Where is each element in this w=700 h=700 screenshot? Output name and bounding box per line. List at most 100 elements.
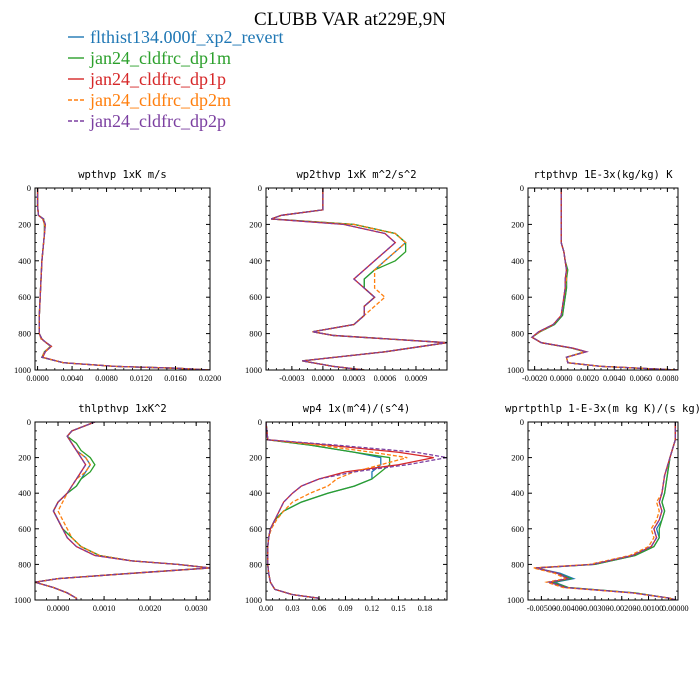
series-line-3 (530, 188, 678, 370)
x-tick-label: 0.0060 (630, 374, 653, 383)
panel-series-group (35, 422, 210, 600)
panel-series-group (36, 188, 210, 370)
panel-frame (527, 421, 679, 601)
x-tick-label: 0.12 (365, 604, 379, 613)
x-tick-label: -0.00500 (527, 604, 556, 613)
y-tick-label: 400 (249, 256, 262, 266)
y-tick-label: 0 (520, 417, 524, 427)
y-tick-label: 600 (18, 524, 31, 534)
y-tick-label: 200 (18, 453, 31, 463)
panel-frame (34, 187, 211, 371)
x-tick-label: 0.00 (259, 604, 273, 613)
panel-series-group (270, 188, 447, 370)
panel-frame (34, 421, 211, 601)
series-line-5 (35, 422, 210, 600)
x-tick-label: 0.09 (338, 604, 352, 613)
x-tick-label: -0.00100 (634, 604, 663, 613)
series-line-1 (36, 188, 210, 370)
y-tick-label: 800 (249, 329, 262, 339)
x-tick-label: -0.0020 (522, 374, 547, 383)
series-line-3 (270, 188, 447, 370)
panel-series-group (266, 422, 447, 600)
x-tick-label: 0.0010 (93, 604, 116, 613)
legend-entry: jan24_cldfrc_dp2p (89, 111, 226, 131)
panel-6: wprtpthlp 1-E-3x(m kg K)/(s kg) 0 200 400 60… (505, 403, 700, 613)
x-tick-label: 0.0080 (95, 374, 118, 383)
series-line-5 (530, 188, 678, 370)
x-tick-label: 0.0040 (61, 374, 84, 383)
y-tick-label: 0 (27, 183, 31, 193)
series-line-2 (530, 188, 678, 370)
x-tick-label: 0.00000 (662, 604, 689, 613)
series-line-1 (35, 422, 210, 600)
y-tick-label: 400 (511, 488, 524, 498)
legend-entry: jan24_cldfrc_dp2m (89, 90, 231, 110)
legend: flthist134.000f_xp2_revertjan24_cldfrc_d… (68, 27, 283, 131)
y-tick-label: 400 (18, 488, 31, 498)
y-tick-label: 400 (18, 256, 31, 266)
panel-frame (265, 421, 448, 601)
y-tick-label: 200 (249, 219, 262, 229)
x-tick-label: 0.0000 (312, 374, 335, 383)
y-tick-label: 1000 (507, 365, 524, 375)
y-tick-label: 600 (249, 524, 262, 534)
legend-entry: flthist134.000f_xp2_revert (90, 27, 283, 47)
series-line-2 (270, 188, 447, 370)
x-tick-label: 0.0020 (576, 374, 599, 383)
panel-title: rtpthvp 1E-3x(kg/kg) K (533, 169, 673, 181)
series-line-4 (266, 422, 408, 600)
x-tick-label: 0.15 (391, 604, 405, 613)
legend-entry: jan24_cldfrc_dp1m (89, 48, 231, 68)
panel-title: wp2thvp 1xK m^2/s^2 (296, 169, 416, 181)
series-line-5 (535, 422, 676, 600)
panel-2: wp2thvp 1xK m^2/s^2 0 200 400 600 800 1000 -0.0… (245, 169, 448, 383)
y-tick-label: 0 (258, 183, 262, 193)
x-tick-label: 0.0080 (656, 374, 679, 383)
x-tick-label: 0.0006 (374, 374, 397, 383)
series-line-4 (36, 188, 210, 370)
y-tick-label: 800 (511, 559, 524, 569)
y-tick-label: 0 (27, 417, 31, 427)
y-tick-label: 1000 (14, 595, 31, 605)
x-tick-label: 0.06 (312, 604, 326, 613)
x-tick-label: -0.00200 (607, 604, 636, 613)
series-line-2 (535, 422, 676, 600)
y-tick-label: 600 (511, 292, 524, 302)
panel-4: thlpthvp 1xK^2 0 200 400 600 800 1000 0.0000 0.0… (14, 403, 211, 613)
series-line-4 (270, 188, 447, 370)
y-tick-label: 400 (249, 488, 262, 498)
panel-title: wprtpthlp 1-E-3x(m kg K)/(s kg) (505, 403, 700, 415)
series-line-3 (35, 422, 210, 600)
x-tick-label: 0.0030 (185, 604, 208, 613)
y-tick-label: 200 (511, 219, 524, 229)
panel-title: wpthvp 1xK m/s (78, 169, 167, 181)
x-tick-label: 0.0000 (47, 604, 70, 613)
x-tick-label: 0.0000 (550, 374, 573, 383)
y-tick-label: 1000 (245, 365, 262, 375)
x-tick-label: 0.0120 (130, 374, 153, 383)
series-line-2 (35, 422, 210, 600)
figure-title: CLUBB VAR at229E,9N (254, 9, 446, 30)
y-tick-label: 800 (18, 559, 31, 569)
y-tick-label: 1000 (245, 595, 262, 605)
series-line-4 (533, 422, 676, 600)
x-tick-label: -0.0003 (279, 374, 304, 383)
panel-frame (265, 187, 448, 371)
series-line-3 (36, 188, 210, 370)
series-line-4 (530, 188, 678, 370)
panel-series-group (533, 422, 676, 600)
x-tick-label: -0.00400 (554, 604, 583, 613)
y-tick-label: 200 (249, 453, 262, 463)
x-tick-label: -0.00300 (580, 604, 609, 613)
y-tick-label: 1000 (14, 365, 31, 375)
y-tick-label: 600 (18, 292, 31, 302)
series-line-3 (266, 422, 434, 600)
series-line-1 (270, 188, 447, 370)
series-line-5 (266, 422, 447, 600)
y-tick-label: 400 (511, 256, 524, 266)
x-tick-label: 0.0040 (603, 374, 626, 383)
panel-frame (527, 187, 679, 371)
